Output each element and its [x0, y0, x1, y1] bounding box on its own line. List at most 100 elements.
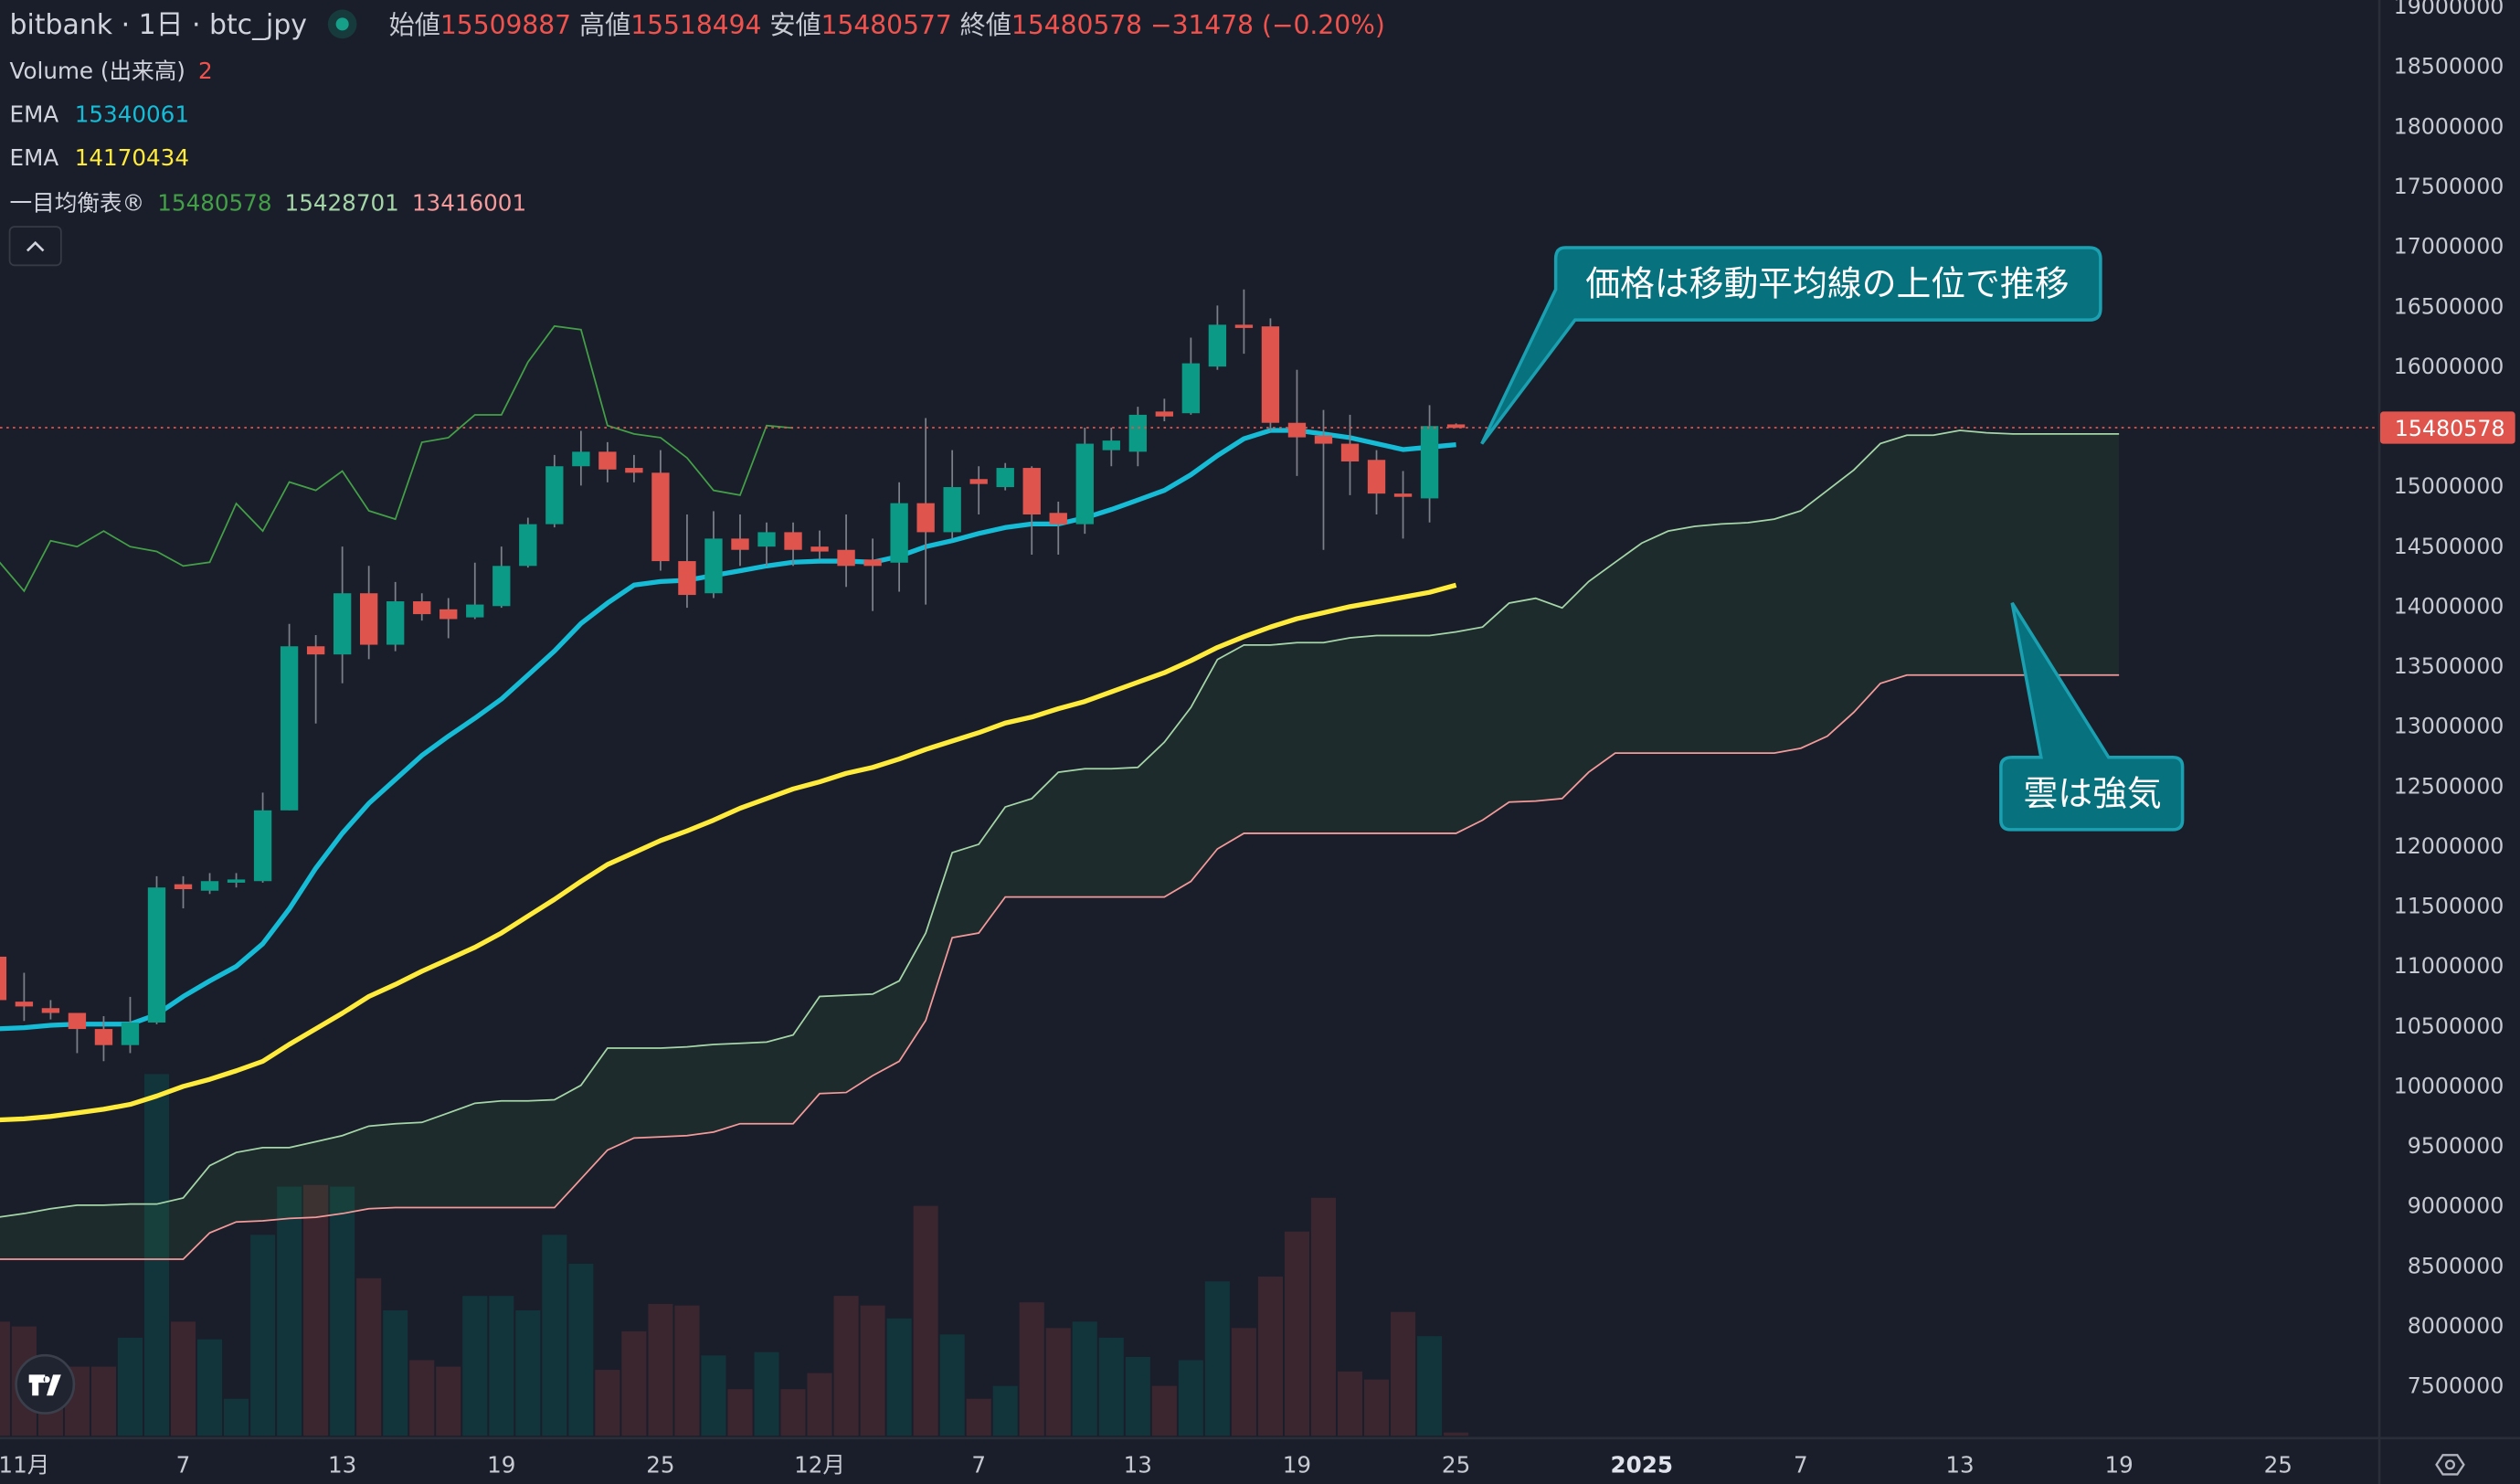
volume-bar	[0, 1321, 10, 1436]
candle-body	[1049, 513, 1067, 525]
tradingview-logo[interactable]	[15, 1353, 76, 1415]
time-axis-label: 13	[328, 1452, 356, 1479]
ema-slow-line	[0, 582, 1457, 1123]
candle-body	[360, 593, 378, 645]
volume-bar	[780, 1389, 806, 1436]
candle	[810, 530, 829, 560]
collapse-legend-button[interactable]	[8, 226, 62, 267]
price-axis-label: 12500000	[2394, 773, 2504, 799]
volume-bar	[1284, 1231, 1309, 1436]
volume-bar	[90, 1366, 116, 1436]
volume-bar	[1019, 1302, 1044, 1436]
candle	[916, 418, 935, 605]
candle-body	[1102, 440, 1120, 450]
volume-bar	[1072, 1321, 1097, 1436]
high-label: 高値	[579, 10, 630, 40]
price-axis-label: 8000000	[2408, 1313, 2504, 1339]
candle	[1155, 398, 1174, 422]
candle	[1314, 409, 1333, 550]
callout-text: 雲は強気	[2024, 773, 2162, 813]
time-axis-label: 19	[1283, 1452, 1311, 1479]
callout-price-above-ma[interactable]: 価格は移動平均線の上位で推移	[1480, 246, 2102, 445]
volume-bar	[992, 1385, 1018, 1436]
legend-ema-fast[interactable]: EMA 15340061	[10, 101, 189, 128]
volume-pane	[0, 1074, 1469, 1436]
volume-bar	[1310, 1197, 1337, 1436]
cloud-fill	[0, 430, 2120, 1260]
volume-bar	[913, 1205, 938, 1436]
candle	[731, 514, 749, 567]
legend-ichimoku[interactable]: 一目均衡表® 15480578 15428701 13416001	[10, 189, 527, 216]
candle	[1393, 471, 1413, 539]
high-value: 15518494	[630, 10, 761, 40]
time-axis-label: 2025	[1611, 1452, 1673, 1479]
legend-ichimoku-value: 15480578	[157, 189, 271, 216]
candle-body	[1287, 422, 1307, 438]
candle	[704, 511, 723, 599]
candle-body	[916, 503, 935, 533]
candle-body	[810, 546, 829, 552]
price-axis-label: 11500000	[2394, 894, 2504, 919]
volume-bar	[196, 1339, 223, 1436]
volume-bar	[143, 1074, 170, 1436]
time-axis-label: 7	[971, 1452, 986, 1479]
symbol-header: bitbank · 1日 · btc_jpy 始値15509887 高値1551…	[8, 9, 1385, 267]
volume-bar	[966, 1398, 991, 1436]
chart-settings-button[interactable]	[2435, 1454, 2465, 1476]
volume-bar	[727, 1389, 753, 1436]
candle	[1234, 289, 1254, 355]
candle-body	[200, 881, 219, 891]
ichimoku-cloud	[0, 429, 2120, 1260]
candle	[757, 522, 776, 567]
volume-bar	[648, 1303, 673, 1436]
price-axis-label: 16500000	[2394, 293, 2504, 319]
legend-ema-value: 14170434	[75, 144, 189, 171]
candle-body	[94, 1029, 113, 1045]
candle	[174, 875, 193, 909]
time-axis-label: 19	[2104, 1452, 2133, 1479]
candle-body	[439, 609, 458, 620]
price-axis-label: 11000000	[2394, 953, 2504, 979]
candle-body	[625, 468, 643, 473]
candle	[1022, 466, 1041, 555]
candle-body	[386, 601, 405, 645]
candle	[1102, 427, 1120, 467]
volume-bar	[833, 1296, 859, 1436]
volume-bar	[542, 1235, 567, 1436]
price-axis-label: 10500000	[2394, 1013, 2504, 1039]
candle-body	[413, 601, 431, 615]
close-value: 15480578	[1011, 10, 1142, 40]
volume-bar	[409, 1360, 435, 1436]
candle-body	[1446, 424, 1466, 429]
candle	[1049, 501, 1067, 555]
time-axis[interactable]: 11月 7 13 19 25 12月 7 13 19 25 2025 7 13 19 25	[0, 1452, 2292, 1479]
volume-bar	[1045, 1328, 1071, 1436]
candle-body	[1075, 443, 1094, 525]
candle-body	[678, 561, 696, 596]
legend-ema-slow[interactable]: EMA 14170434	[10, 144, 189, 171]
candle-body	[1314, 435, 1333, 444]
candle-body	[466, 604, 484, 618]
candle-body	[837, 549, 855, 567]
volume-bar	[1363, 1379, 1390, 1436]
symbol-title[interactable]: bitbank · 1日 · btc_jpy	[10, 9, 307, 41]
chikou-span-line	[0, 324, 794, 593]
candle	[837, 514, 855, 588]
callout-cloud-bullish[interactable]: 雲は強気	[1999, 601, 2185, 832]
volume-bar	[1098, 1337, 1124, 1436]
volume-bar	[1125, 1357, 1150, 1436]
candle	[466, 562, 484, 620]
candle-body	[1340, 443, 1360, 461]
price-axis-label: 19000000	[2394, 0, 2504, 19]
price-axis[interactable]: 19000000 18500000 18000000 17500000 17000000…	[2394, 0, 2504, 1399]
candle	[598, 441, 617, 482]
candle-body	[519, 524, 537, 567]
candle-body	[1234, 324, 1254, 328]
legend-volume-value: 2	[198, 58, 213, 84]
volume-bar	[860, 1305, 885, 1436]
legend-volume[interactable]: Volume (出来高) 2	[10, 58, 213, 84]
time-axis-label: 19	[487, 1452, 515, 1479]
low-value: 15480577	[821, 10, 952, 40]
volume-bar	[701, 1355, 726, 1436]
